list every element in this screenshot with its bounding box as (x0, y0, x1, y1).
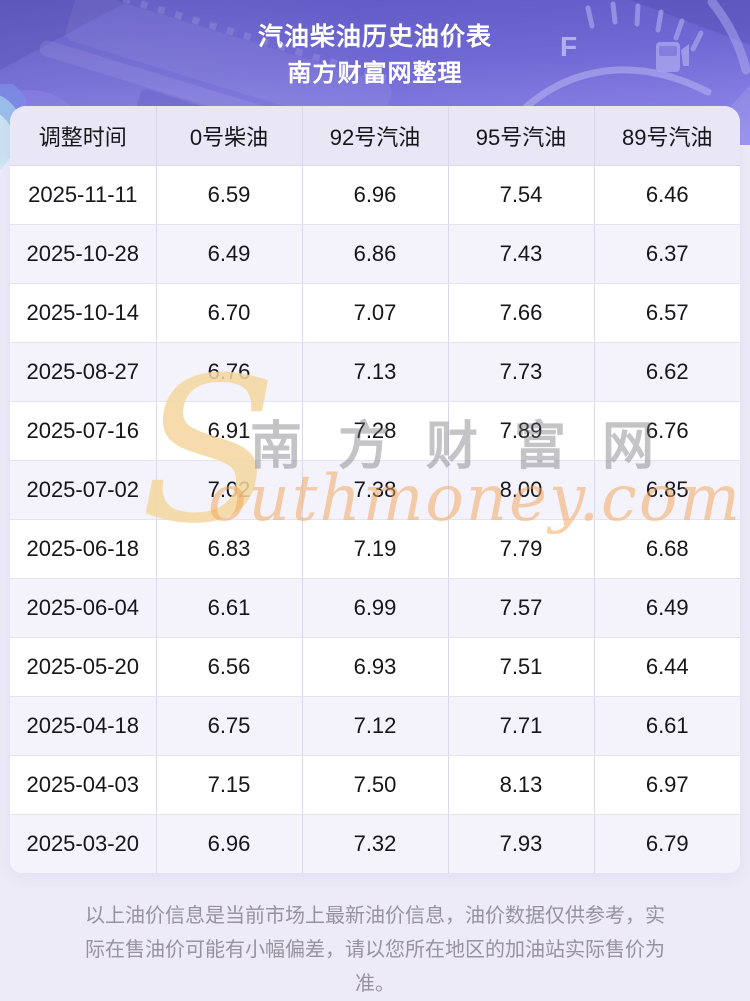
cell-price: 7.89 (448, 401, 595, 461)
cell-price: 7.73 (448, 342, 595, 402)
table-row: 2025-06-18 6.83 7.19 7.79 6.68 (10, 519, 740, 579)
table-row: 2025-05-20 6.56 6.93 7.51 6.44 (10, 637, 740, 697)
cell-price: 6.76 (156, 342, 303, 402)
cell-price: 6.79 (594, 814, 740, 873)
cell-price: 6.56 (156, 637, 303, 697)
cell-date: 2025-11-11 (10, 165, 157, 225)
cell-price: 7.54 (448, 165, 595, 225)
table-row: 2025-04-18 6.75 7.12 7.71 6.61 (10, 696, 740, 756)
cell-price: 7.79 (448, 519, 595, 579)
column-header-date: 调整时间 (10, 106, 157, 166)
cell-price: 6.61 (156, 578, 303, 638)
cell-date: 2025-03-20 (10, 814, 157, 873)
cell-price: 6.91 (156, 401, 303, 461)
disclaimer-text: 以上油价信息是当前市场上最新油价信息，油价数据仅供参考，实际在售油价可能有小幅偏… (85, 905, 665, 995)
cell-price: 6.93 (302, 637, 449, 697)
cell-price: 6.86 (302, 224, 449, 284)
cell-price: 6.96 (156, 814, 303, 873)
cell-date: 2025-05-20 (10, 637, 157, 697)
table-row: 2025-07-02 7.02 7.38 8.00 6.85 (10, 460, 740, 520)
cell-date: 2025-10-14 (10, 283, 157, 343)
cell-price: 6.99 (302, 578, 449, 638)
cell-price: 7.19 (302, 519, 449, 579)
cell-price: 7.66 (448, 283, 595, 343)
table-body: 2025-11-11 6.59 6.96 7.54 6.46 2025-10-28 6.49… (10, 165, 740, 873)
cell-price: 7.71 (448, 696, 595, 756)
hero-titles: 汽油柴油历史油价表 南方财富网整理 (0, 0, 750, 88)
price-table: 调整时间 0号柴油 92号汽油 95号汽油 89号汽油 2025-11-11 6.… (10, 106, 740, 873)
column-header-diesel0: 0号柴油 (156, 106, 303, 166)
cell-price: 7.15 (156, 755, 303, 815)
cell-price: 7.32 (302, 814, 449, 873)
column-header-gas92: 92号汽油 (302, 106, 449, 166)
cell-price: 6.68 (594, 519, 740, 579)
cell-price: 6.96 (302, 165, 449, 225)
cell-price: 7.28 (302, 401, 449, 461)
cell-price: 8.00 (448, 460, 595, 520)
cell-price: 6.83 (156, 519, 303, 579)
cell-price: 7.12 (302, 696, 449, 756)
table-row: 2025-10-14 6.70 7.07 7.66 6.57 (10, 283, 740, 343)
cell-price: 6.70 (156, 283, 303, 343)
cell-date: 2025-07-02 (10, 460, 157, 520)
cell-price: 7.02 (156, 460, 303, 520)
cell-price: 6.37 (594, 224, 740, 284)
table-row: 2025-04-03 7.15 7.50 8.13 6.97 (10, 755, 740, 815)
cell-price: 7.93 (448, 814, 595, 873)
cell-date: 2025-04-03 (10, 755, 157, 815)
table-row: 2025-03-20 6.96 7.32 7.93 6.79 (10, 814, 740, 873)
cell-price: 6.61 (594, 696, 740, 756)
cell-price: 6.85 (594, 460, 740, 520)
cell-date: 2025-04-18 (10, 696, 157, 756)
table-row: 2025-10-28 6.49 6.86 7.43 6.37 (10, 224, 740, 284)
column-header-gas89: 89号汽油 (594, 106, 740, 166)
cell-price: 7.13 (302, 342, 449, 402)
table-row: 2025-07-16 6.91 7.28 7.89 6.76 (10, 401, 740, 461)
cell-price: 7.43 (448, 224, 595, 284)
cell-date: 2025-07-16 (10, 401, 157, 461)
cell-date: 2025-06-04 (10, 578, 157, 638)
cell-price: 6.49 (594, 578, 740, 638)
table-row: 2025-08-27 6.76 7.13 7.73 6.62 (10, 342, 740, 402)
cell-price: 6.97 (594, 755, 740, 815)
cell-price: 7.38 (302, 460, 449, 520)
page-subtitle: 南方财富网整理 (287, 60, 463, 87)
cell-price: 6.49 (156, 224, 303, 284)
cell-price: 6.57 (594, 283, 740, 343)
cell-price: 6.75 (156, 696, 303, 756)
table-row: 2025-06-04 6.61 6.99 7.57 6.49 (10, 578, 740, 638)
cell-price: 6.44 (594, 637, 740, 697)
cell-date: 2025-06-18 (10, 519, 157, 579)
cell-price: 7.07 (302, 283, 449, 343)
column-header-gas95: 95号汽油 (448, 106, 595, 166)
cell-price: 6.62 (594, 342, 740, 402)
fuel-gauge-decoration: F (511, 0, 750, 145)
cell-date: 2025-08-27 (10, 342, 157, 402)
cell-price: 7.57 (448, 578, 595, 638)
price-table-card: 调整时间 0号柴油 92号汽油 95号汽油 89号汽油 2025-11-11 6.… (10, 106, 740, 873)
table-header-row: 调整时间 0号柴油 92号汽油 95号汽油 89号汽油 (10, 106, 740, 166)
cell-date: 2025-10-28 (10, 224, 157, 284)
cell-price: 6.59 (156, 165, 303, 225)
svg-text:F: F (560, 31, 577, 62)
cell-price: 8.13 (448, 755, 595, 815)
cell-price: 6.46 (594, 165, 740, 225)
page-title: 汽油柴油历史油价表 (257, 23, 492, 51)
table-row: 2025-11-11 6.59 6.96 7.54 6.46 (10, 165, 740, 225)
cell-price: 6.76 (594, 401, 740, 461)
cell-price: 7.50 (302, 755, 449, 815)
cell-price: 7.51 (448, 637, 595, 697)
